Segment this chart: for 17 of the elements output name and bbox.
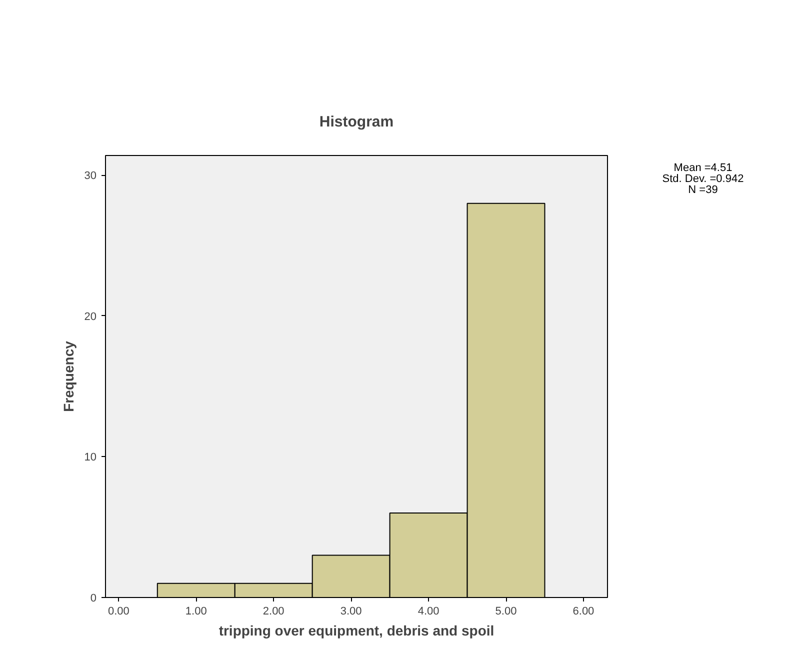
x-tick-label: 3.00 bbox=[340, 606, 362, 618]
x-tick-label: 6.00 bbox=[572, 606, 594, 618]
y-tick-label: 20 bbox=[84, 310, 97, 323]
x-tick-label: 2.00 bbox=[262, 606, 284, 618]
y-axis-title: Frequency bbox=[60, 340, 76, 412]
annotation: Mean =4.51 bbox=[672, 163, 734, 174]
chart-title: Histogram bbox=[319, 114, 394, 130]
x-tick-label: 1.00 bbox=[185, 606, 207, 618]
x-tick-label: 5.00 bbox=[495, 606, 517, 618]
x-tick-label: 0.00 bbox=[108, 606, 130, 618]
x-tick-label: 4.00 bbox=[418, 606, 440, 618]
annotation: Std. Dev. =0.942 bbox=[662, 174, 744, 185]
y-tick-label: 10 bbox=[84, 452, 97, 464]
x-axis-title: tripping over equipment, debris and spoil bbox=[218, 622, 494, 638]
y-tick-label: 30 bbox=[84, 170, 97, 182]
annotation: N =39 bbox=[687, 185, 719, 196]
y-tick-label: 0 bbox=[90, 592, 97, 604]
